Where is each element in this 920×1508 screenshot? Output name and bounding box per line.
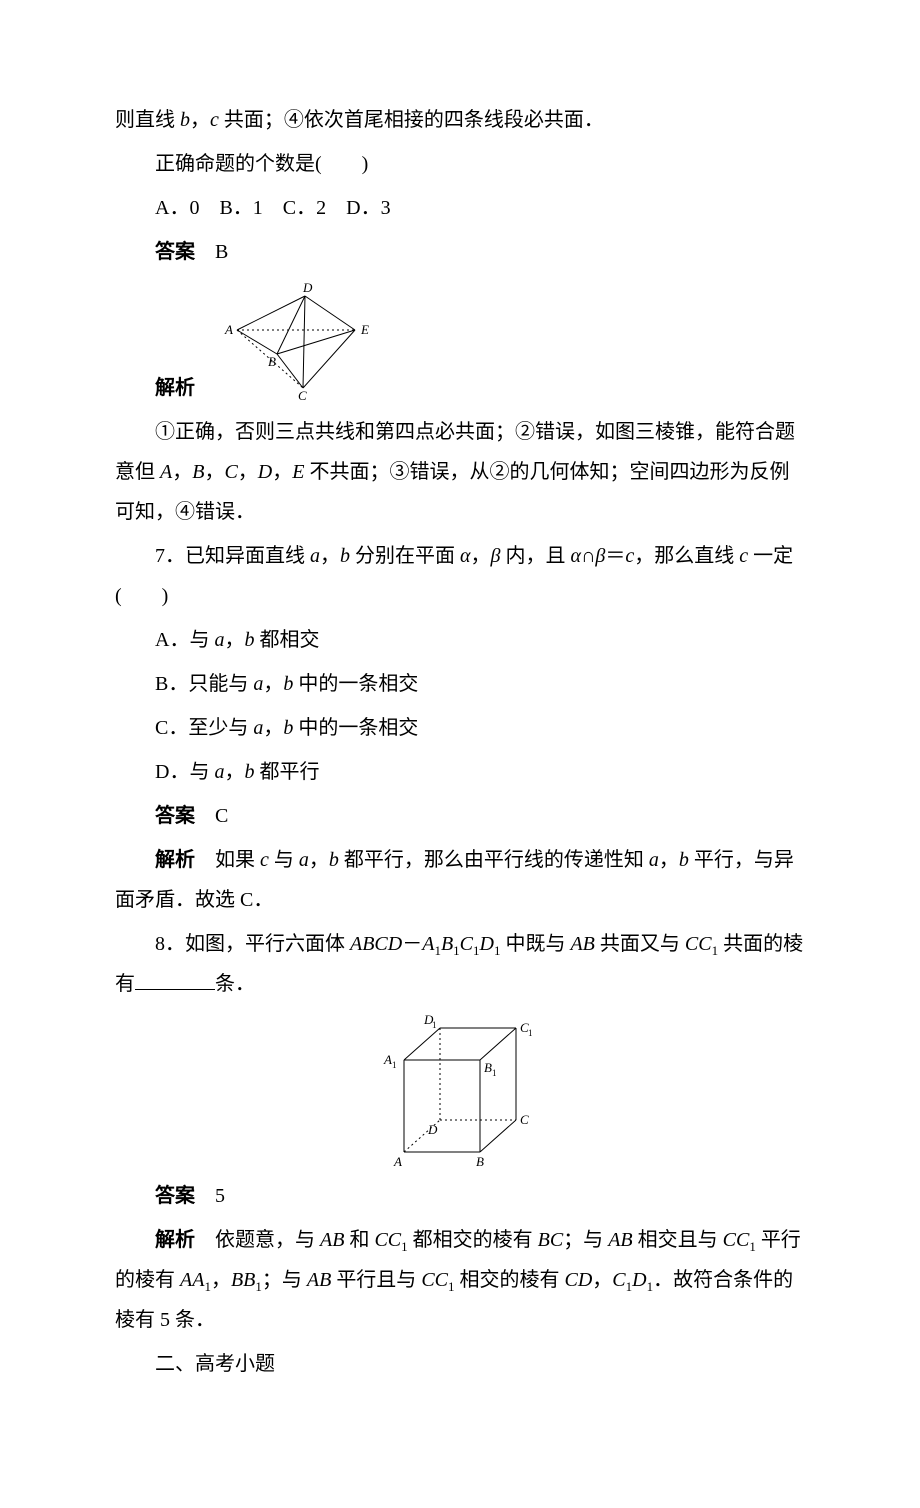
svg-text:1: 1 — [492, 1068, 497, 1078]
svg-text:E: E — [360, 322, 369, 337]
svg-text:D: D — [302, 282, 313, 295]
q6-tail-line: 则直线 b，c 共面；④依次首尾相接的四条线段必共面． — [115, 100, 805, 140]
q6-analysis-label: 解析 — [155, 368, 195, 408]
q8-analysis-label: 解析 — [155, 1229, 195, 1251]
q7-answer-value: C — [215, 805, 228, 827]
section-2-heading: 二、高考小题 — [115, 1344, 805, 1384]
svg-text:1: 1 — [392, 1060, 397, 1070]
q6-options: A．0 B．1 C．2 D．3 — [115, 188, 805, 228]
svg-text:C: C — [298, 388, 307, 402]
q6-answer-row: 答案 B — [115, 232, 805, 272]
q8-figure: ABCDA1B1C1D1 — [370, 1010, 550, 1170]
q8-answer-value: 5 — [215, 1185, 225, 1207]
svg-text:1: 1 — [432, 1020, 437, 1030]
q8-analysis: 解析 依题意，与 AB 和 CC1 都相交的棱有 BC；与 AB 相交且与 CC… — [115, 1220, 805, 1340]
q6-answer-value: B — [215, 241, 228, 263]
q6-figure: A B C D E — [223, 282, 373, 402]
svg-text:B: B — [484, 1060, 492, 1075]
q7-answer-row: 答案 C — [115, 796, 805, 836]
svg-text:D: D — [427, 1122, 438, 1137]
q7-analysis-label: 解析 — [155, 849, 195, 871]
q8-answer-label: 答案 — [155, 1185, 195, 1207]
q7-answer-label: 答案 — [155, 805, 195, 827]
q8-answer-row: 答案 5 — [115, 1176, 805, 1216]
svg-text:B: B — [268, 354, 276, 369]
svg-text:A: A — [383, 1052, 392, 1067]
svg-text:C: C — [520, 1112, 529, 1127]
q7-prompt: 7．已知异面直线 a，b 分别在平面 α，β 内，且 α∩β＝c，那么直线 c … — [115, 536, 805, 616]
q7-analysis: 解析 如果 c 与 a，b 都平行，那么由平行线的传递性知 a，b 平行，与异面… — [115, 840, 805, 920]
q6-analysis-row: 解析 A B C D E — [115, 276, 805, 408]
q6-prompt-line: 正确命题的个数是( ) — [115, 144, 805, 184]
q7-option-b: B．只能与 a，b 中的一条相交 — [115, 664, 805, 704]
q6-answer-label: 答案 — [155, 241, 195, 263]
q8-blank — [135, 969, 215, 990]
q8-prompt: 8．如图，平行六面体 ABCD－A1B1C1D1 中既与 AB 共面又与 CC1… — [115, 924, 805, 1004]
q6-analysis-text: ①正确，否则三点共线和第四点必共面；②错误，如图三棱锥，能符合题意但 A，B，C… — [115, 412, 805, 532]
svg-text:B: B — [476, 1154, 484, 1169]
svg-text:A: A — [393, 1154, 402, 1169]
svg-text:A: A — [224, 322, 233, 337]
svg-text:1: 1 — [528, 1028, 533, 1038]
q7-option-a: A．与 a，b 都相交 — [115, 620, 805, 660]
q7-option-c: C．至少与 a，b 中的一条相交 — [115, 708, 805, 748]
q7-option-d: D．与 a，b 都平行 — [115, 752, 805, 792]
